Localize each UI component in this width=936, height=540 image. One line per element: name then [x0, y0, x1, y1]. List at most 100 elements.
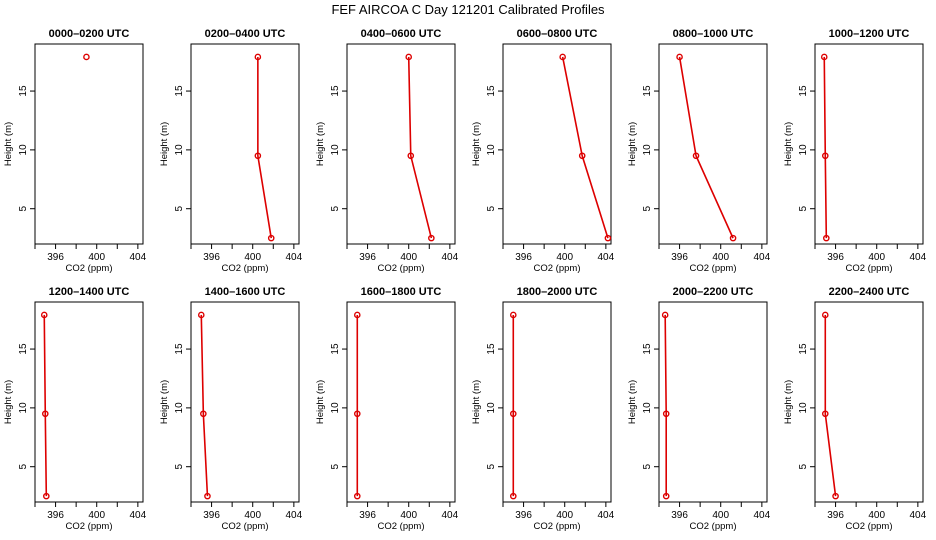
- x-tick-label: 404: [286, 252, 303, 263]
- y-tick-label: 5: [330, 463, 341, 469]
- data-point: [662, 492, 670, 500]
- y-tick-label: 10: [798, 402, 809, 414]
- x-tick-label: 400: [712, 252, 729, 263]
- x-tick-label: 396: [671, 252, 688, 263]
- data-point: [254, 53, 262, 61]
- y-tick-label: 10: [642, 402, 653, 414]
- data-point: [407, 152, 415, 160]
- panel-5: 0800–1000 UTC 396 400 404 CO2 (ppm) 5 10 15 Heig…: [627, 28, 771, 274]
- y-tick-label: 10: [330, 402, 341, 414]
- x-tick-label: 396: [359, 510, 376, 521]
- data-point: [832, 492, 839, 500]
- data-point: [509, 410, 517, 418]
- data-point: [200, 410, 207, 418]
- panel-title: 1200–1400 UTC: [49, 286, 130, 298]
- data-point: [661, 311, 669, 319]
- y-axis-label: Height (m): [3, 122, 14, 166]
- profile-line: [823, 56, 828, 239]
- x-tick-label: 400: [244, 252, 261, 263]
- plot-frame: [658, 301, 768, 503]
- y-tick-label: 5: [798, 463, 809, 469]
- x-axis-label: CO2 (ppm): [378, 521, 425, 532]
- data-point: [604, 234, 612, 242]
- x-tick-label: 396: [359, 252, 376, 263]
- panel-7: 1200–1400 UTC 396 400 404 CO2 (ppm) 5 10 15 Heig…: [3, 286, 147, 532]
- data-point: [692, 152, 700, 160]
- plot-frame: [658, 43, 768, 245]
- data-point: [353, 311, 361, 319]
- plot-frame: [814, 301, 924, 503]
- data-point: [405, 53, 413, 61]
- x-tick-label: 404: [286, 510, 303, 521]
- profile-line: [664, 314, 668, 497]
- profile-line: [257, 56, 273, 239]
- x-tick-label: 404: [910, 510, 927, 521]
- y-tick-label: 15: [486, 85, 497, 97]
- data-point: [428, 234, 435, 242]
- x-tick-label: 396: [515, 252, 532, 263]
- x-tick-label: 400: [556, 510, 573, 521]
- x-axis-label: CO2 (ppm): [378, 263, 425, 274]
- plot-frame: [814, 43, 924, 245]
- x-tick-label: 400: [868, 252, 885, 263]
- data-point: [267, 234, 275, 242]
- y-axis-label: Height (m): [159, 122, 170, 166]
- y-axis-label: Height (m): [783, 122, 794, 166]
- y-tick-label: 5: [174, 205, 185, 211]
- data-point: [578, 152, 586, 160]
- x-tick-label: 400: [712, 510, 729, 521]
- panel-2: 0200–0400 UTC 396 400 404 CO2 (ppm) 5 10 15 Heig…: [159, 28, 303, 274]
- panel-title: 0800–1000 UTC: [673, 28, 754, 40]
- x-tick-label: 396: [671, 510, 688, 521]
- x-axis-label: CO2 (ppm): [66, 521, 113, 532]
- x-tick-label: 404: [130, 510, 147, 521]
- data-point: [821, 311, 829, 319]
- data-point: [559, 53, 566, 61]
- data-point: [83, 53, 90, 61]
- x-tick-label: 396: [827, 252, 844, 263]
- panel-6: 1000–1200 UTC 396 400 404 CO2 (ppm) 5 10 15 Heig…: [783, 28, 927, 274]
- data-point: [40, 311, 48, 319]
- profile-line: [200, 314, 209, 497]
- data-point: [43, 492, 50, 500]
- y-tick-label: 5: [798, 205, 809, 211]
- y-tick-label: 15: [642, 85, 653, 97]
- y-tick-label: 10: [174, 402, 185, 414]
- y-tick-label: 10: [486, 144, 497, 156]
- profile-line: [43, 314, 48, 497]
- data-point: [820, 53, 828, 61]
- panel-title: 2200–2400 UTC: [829, 286, 910, 298]
- x-tick-label: 400: [88, 252, 105, 263]
- plot-frame: [346, 43, 456, 245]
- data-point: [509, 311, 517, 319]
- x-tick-label: 404: [442, 510, 459, 521]
- panel-title: 0200–0400 UTC: [205, 28, 286, 40]
- x-tick-label: 396: [515, 510, 532, 521]
- y-axis-label: Height (m): [627, 380, 638, 424]
- profile-line: [678, 56, 734, 239]
- panel-11: 2000–2200 UTC 396 400 404 CO2 (ppm) 5 10 15 Heig…: [627, 286, 771, 532]
- y-tick-label: 5: [330, 205, 341, 211]
- x-tick-label: 404: [754, 252, 771, 263]
- y-axis-label: Height (m): [315, 380, 326, 424]
- data-point: [729, 234, 737, 242]
- y-tick-label: 10: [18, 402, 29, 414]
- y-tick-label: 10: [18, 144, 29, 156]
- plot-frame: [502, 301, 612, 503]
- y-axis-label: Height (m): [315, 122, 326, 166]
- x-tick-label: 400: [400, 252, 417, 263]
- plot-frame: [190, 301, 300, 503]
- plot-frame: [502, 43, 612, 245]
- panel-title: 0000–0200 UTC: [49, 28, 130, 40]
- x-axis-label: CO2 (ppm): [66, 263, 113, 274]
- x-tick-label: 404: [442, 252, 459, 263]
- x-axis-label: CO2 (ppm): [222, 263, 269, 274]
- profile-line: [561, 56, 609, 239]
- x-tick-label: 400: [88, 510, 105, 521]
- data-point: [821, 152, 829, 160]
- y-tick-label: 15: [174, 343, 185, 355]
- x-axis-label: CO2 (ppm): [690, 521, 737, 532]
- plot-frame: [34, 43, 144, 245]
- y-tick-label: 10: [174, 144, 185, 156]
